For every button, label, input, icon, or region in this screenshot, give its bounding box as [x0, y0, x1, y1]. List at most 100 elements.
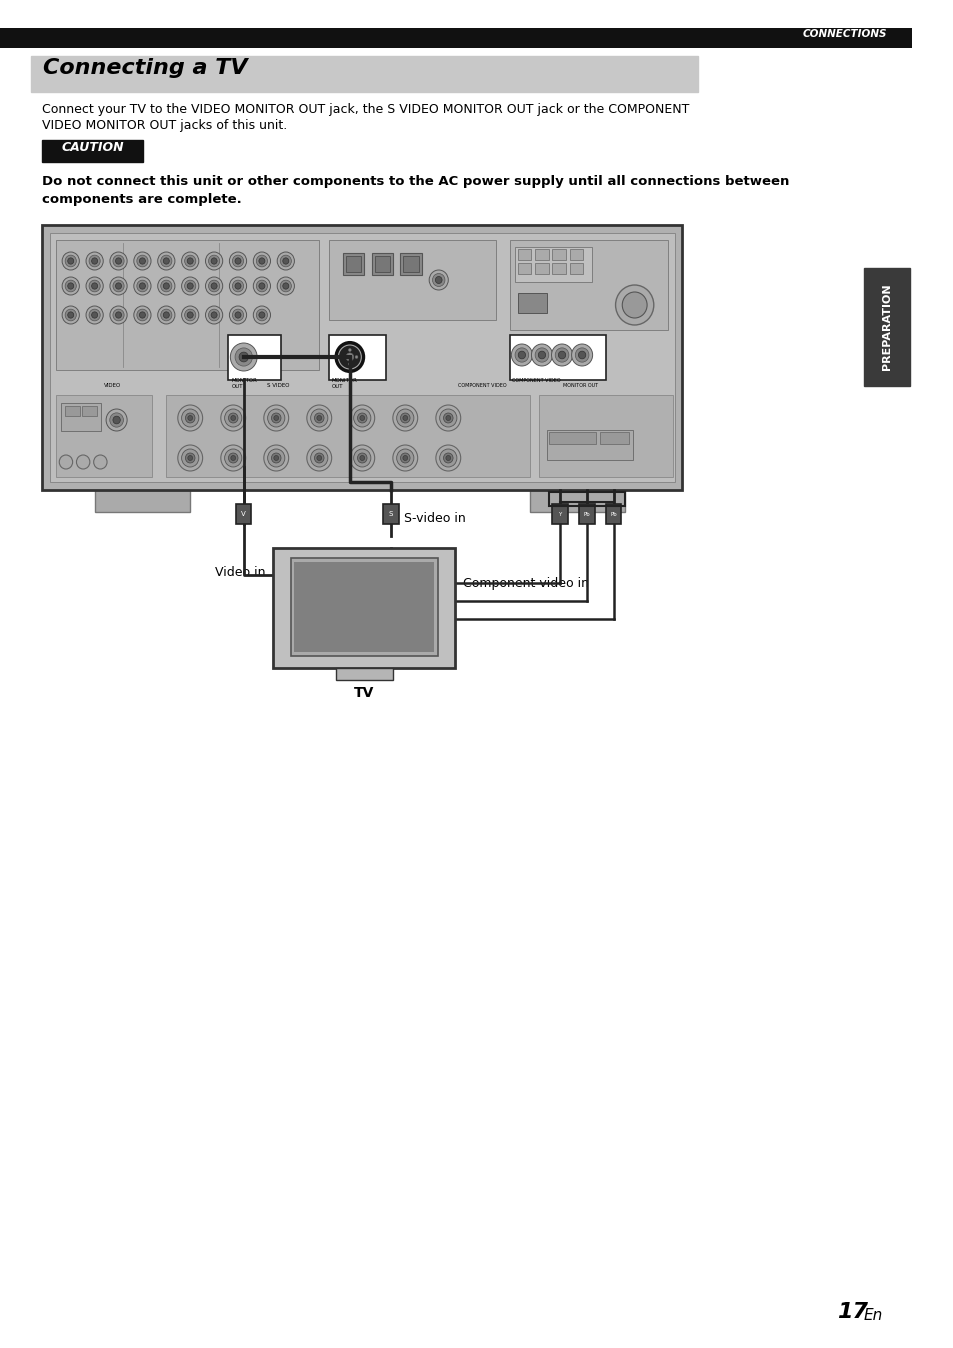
Circle shape [282, 257, 289, 264]
Circle shape [274, 415, 278, 421]
Circle shape [110, 252, 127, 270]
Circle shape [163, 283, 169, 290]
Circle shape [282, 283, 289, 290]
Circle shape [443, 412, 453, 423]
Text: Do not connect this unit or other components to the AC power supply until all co: Do not connect this unit or other compon… [42, 175, 788, 187]
Bar [510, 336, 605, 380]
Circle shape [551, 344, 572, 367]
Circle shape [578, 350, 585, 359]
Circle shape [234, 283, 241, 290]
Text: 17: 17 [837, 1302, 867, 1322]
Circle shape [224, 449, 241, 466]
Bar [569, 263, 582, 274]
Circle shape [209, 280, 219, 293]
Bar [56, 395, 152, 477]
Bar [535, 249, 548, 260]
Circle shape [65, 280, 76, 293]
Circle shape [311, 449, 328, 466]
Circle shape [205, 276, 222, 295]
Circle shape [112, 309, 124, 321]
Circle shape [256, 255, 267, 267]
Circle shape [436, 404, 460, 431]
Circle shape [537, 350, 545, 359]
Circle shape [272, 412, 281, 423]
Text: Pb: Pb [610, 511, 617, 516]
Circle shape [439, 408, 456, 427]
Bar [546, 430, 632, 460]
Bar [346, 256, 361, 272]
Circle shape [307, 404, 332, 431]
Circle shape [133, 306, 151, 324]
Text: Y: Y [558, 511, 561, 516]
Text: OUT: OUT [332, 384, 343, 390]
Circle shape [355, 356, 357, 359]
Circle shape [187, 311, 193, 318]
Circle shape [233, 280, 243, 293]
Circle shape [348, 349, 351, 352]
Bar [605, 504, 620, 524]
Circle shape [112, 255, 124, 267]
Circle shape [354, 408, 371, 427]
Circle shape [110, 306, 127, 324]
Bar [61, 403, 101, 431]
Circle shape [133, 276, 151, 295]
Circle shape [188, 456, 193, 461]
Circle shape [354, 449, 371, 466]
Circle shape [280, 280, 291, 293]
Circle shape [136, 280, 148, 293]
Bar [548, 492, 624, 506]
Circle shape [272, 453, 281, 462]
Circle shape [268, 449, 285, 466]
Circle shape [233, 309, 243, 321]
Circle shape [62, 306, 79, 324]
Circle shape [338, 345, 361, 369]
Circle shape [402, 415, 407, 421]
Text: MONITOR: MONITOR [332, 377, 357, 383]
Circle shape [400, 453, 410, 462]
Circle shape [177, 445, 202, 470]
Circle shape [253, 306, 271, 324]
Bar [329, 240, 496, 319]
Bar [274, 549, 455, 669]
Circle shape [230, 342, 257, 371]
Circle shape [393, 445, 417, 470]
Circle shape [531, 344, 552, 367]
Text: MONITOR: MONITOR [231, 377, 257, 383]
Circle shape [264, 404, 289, 431]
Text: OUT: OUT [231, 384, 243, 390]
Circle shape [435, 276, 441, 283]
Text: Connecting a TV: Connecting a TV [43, 58, 248, 78]
Circle shape [234, 348, 253, 367]
Text: Component video in: Component video in [462, 577, 588, 589]
Circle shape [89, 280, 100, 293]
Circle shape [112, 280, 124, 293]
Text: Pb: Pb [583, 511, 590, 516]
Text: components are complete.: components are complete. [42, 193, 241, 206]
Circle shape [160, 309, 172, 321]
Circle shape [515, 348, 528, 363]
Circle shape [163, 311, 169, 318]
Circle shape [439, 449, 456, 466]
Text: Connect your TV to the VIDEO MONITOR OUT jack, the S VIDEO MONITOR OUT jack or t: Connect your TV to the VIDEO MONITOR OUT… [42, 102, 689, 116]
Circle shape [396, 408, 414, 427]
Bar [235, 504, 252, 524]
Bar [56, 240, 319, 369]
Circle shape [62, 252, 79, 270]
Circle shape [185, 412, 194, 423]
Circle shape [91, 257, 97, 264]
Bar [517, 293, 546, 313]
Circle shape [429, 270, 448, 290]
Bar [517, 263, 531, 274]
Circle shape [181, 408, 198, 427]
Circle shape [157, 252, 174, 270]
Circle shape [234, 311, 241, 318]
Circle shape [571, 344, 592, 367]
Circle shape [91, 311, 97, 318]
Circle shape [258, 283, 265, 290]
Circle shape [350, 445, 375, 470]
Circle shape [209, 255, 219, 267]
Circle shape [59, 456, 72, 469]
Circle shape [136, 255, 148, 267]
Circle shape [181, 252, 198, 270]
Bar [42, 140, 143, 162]
